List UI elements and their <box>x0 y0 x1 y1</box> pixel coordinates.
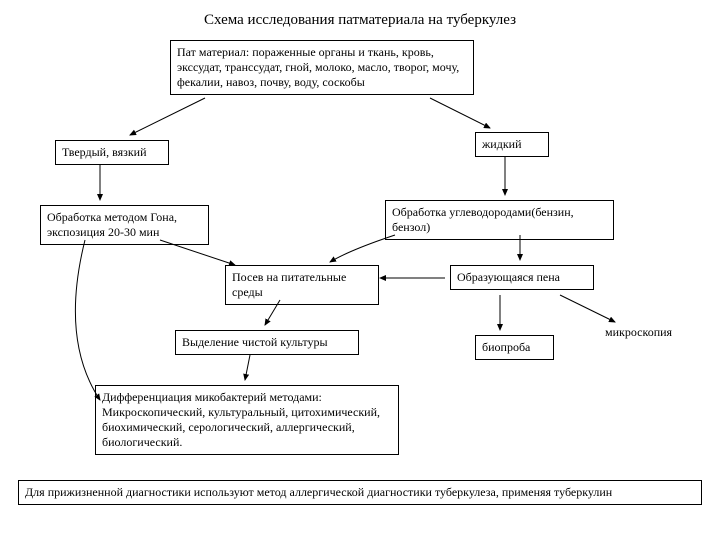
node-material: Пат материал: пораженные органы и ткань,… <box>170 40 474 95</box>
node-bioprobe: биопроба <box>475 335 554 360</box>
node-pure: Выделение чистой культуры <box>175 330 359 355</box>
node-microscopy: микроскопия <box>605 325 672 340</box>
diagram-title: Схема исследования патматериала на тубер… <box>90 12 630 29</box>
node-gon: Обработка методом Гона, экспозиция 20-30… <box>40 205 209 245</box>
node-liquid: жидкий <box>475 132 549 157</box>
node-diff: Дифференциация микобактерий методами: Ми… <box>95 385 399 455</box>
node-solid: Твердый, вязкий <box>55 140 169 165</box>
node-culture: Посев на питательные среды <box>225 265 379 305</box>
node-hydrocarbon: Обработка углеводородами(бензин, бензол) <box>385 200 614 240</box>
node-foam: Образующаяся пена <box>450 265 594 290</box>
node-footer: Для прижизненной диагностики используют … <box>18 480 702 505</box>
